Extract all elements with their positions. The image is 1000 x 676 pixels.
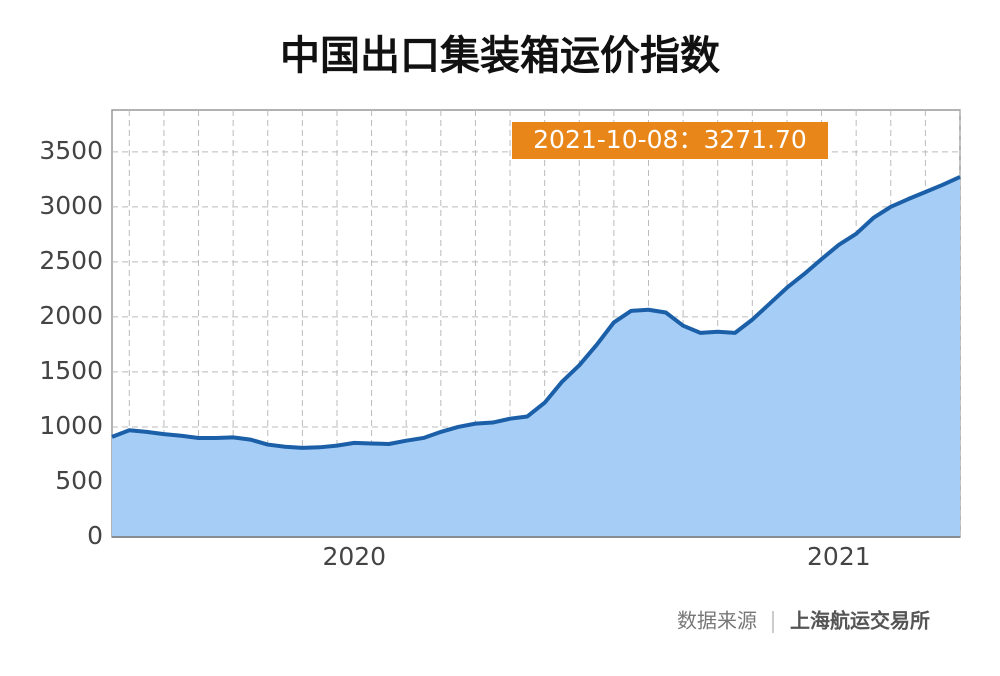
chart-title: 中国出口集装箱运价指数: [280, 33, 720, 79]
x-tick-label: 2021: [807, 542, 871, 571]
x-tick-label: 2020: [322, 542, 386, 571]
y-tick-label: 1500: [39, 356, 103, 385]
source: 上海航运交易所: [790, 609, 930, 633]
annotation-box: [512, 122, 828, 159]
y-tick-label: 2000: [39, 301, 103, 330]
plot-area: 0 500 1000 1500 2000 2500 3000 3500 2020 2021: [39, 109, 961, 571]
y-tick-label: 3500: [39, 136, 103, 165]
annotation: 2021-10-08：3271.70: [533, 125, 807, 154]
y-tick-label: 1000: [39, 411, 103, 440]
source-label: 数据来源: [677, 609, 757, 633]
y-tick-label: 2500: [39, 246, 103, 275]
y-tick-label: 500: [55, 466, 103, 495]
y-tick-label: 3000: [39, 191, 103, 220]
y-tick-label: 0: [87, 521, 103, 550]
line: [111, 175, 961, 450]
